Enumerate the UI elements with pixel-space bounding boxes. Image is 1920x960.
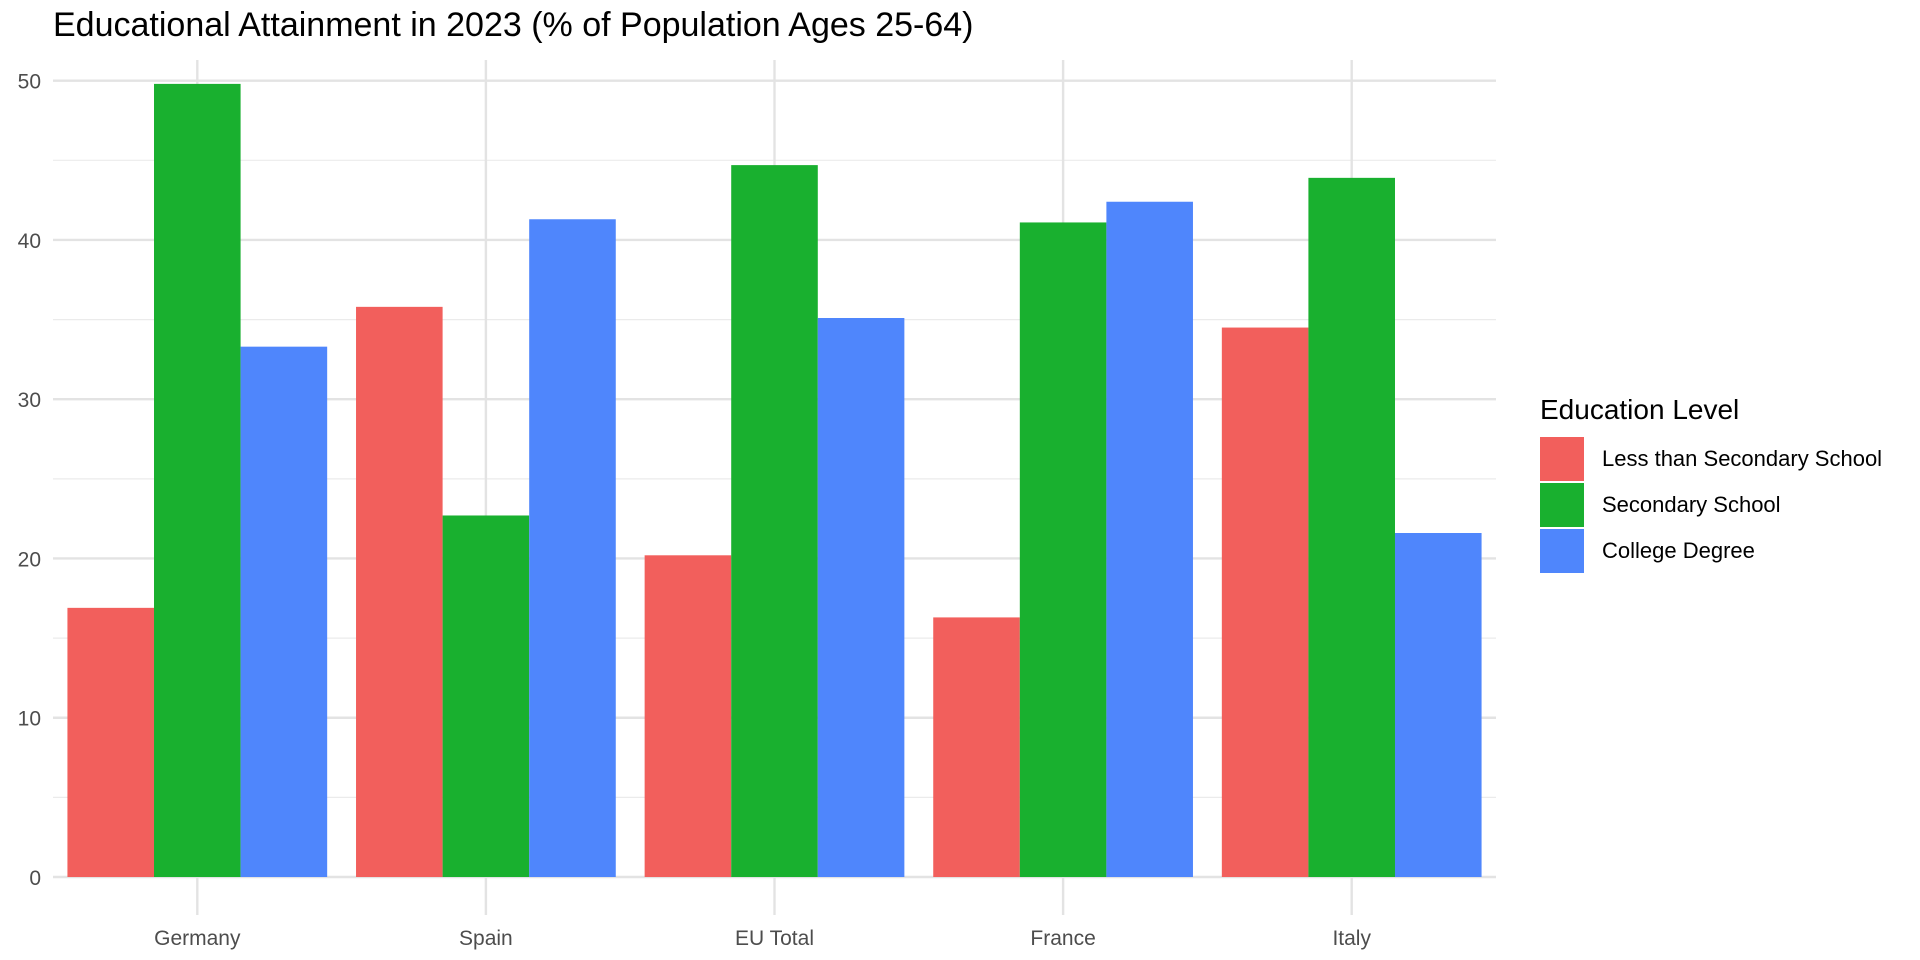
x-tick-label: France — [1030, 927, 1095, 950]
chart-title: Educational Attainment in 2023 (% of Pop… — [53, 6, 974, 44]
bars — [67, 83, 1482, 878]
legend-item: College Degree — [1540, 528, 1882, 574]
y-tick-label: 30 — [18, 389, 41, 412]
legend-label: Secondary School — [1602, 492, 1781, 517]
x-tick-label: Spain — [459, 927, 513, 950]
bar-italy-college-degree — [1394, 533, 1482, 877]
legend-title: Education Level — [1540, 394, 1740, 425]
bar-chart: 0 10 20 30 40 50 Germany Spain EU Total France Ita… — [18, 60, 1496, 950]
bar-france-secondary-school — [1019, 222, 1107, 877]
bar-france-college-degree — [1106, 201, 1193, 878]
bar-italy-secondary-school — [1308, 177, 1395, 877]
y-tick-label: 0 — [29, 867, 41, 890]
legend: Education Level Less than Secondary Scho… — [1540, 394, 1882, 574]
y-tick-label: 10 — [18, 708, 41, 731]
y-tick-label: 50 — [18, 71, 41, 94]
bar-italy-less-than-secondary-school — [1221, 327, 1309, 877]
legend-label: College Degree — [1602, 538, 1755, 563]
legend-swatch — [1540, 483, 1584, 527]
bar-spain-less-than-secondary-school — [356, 306, 443, 878]
bar-eu-total-college-degree — [817, 318, 905, 877]
bar-spain-college-degree — [529, 219, 616, 877]
legend-items: Less than Secondary School Secondary Scho… — [1540, 436, 1882, 574]
legend-item: Less than Secondary School — [1540, 436, 1882, 482]
y-tick-label: 20 — [18, 548, 41, 571]
legend-swatch — [1540, 437, 1584, 481]
bar-spain-secondary-school — [442, 515, 530, 877]
bar-germany-secondary-school — [154, 83, 241, 877]
bar-eu-total-less-than-secondary-school — [644, 555, 732, 877]
bar-eu-total-secondary-school — [731, 165, 818, 878]
x-tick-label: EU Total — [735, 927, 814, 950]
bar-france-less-than-secondary-school — [933, 617, 1020, 877]
y-tick-label: 40 — [18, 230, 41, 253]
legend-swatch — [1540, 529, 1584, 573]
legend-item: Secondary School — [1540, 482, 1882, 528]
bar-germany-college-degree — [240, 346, 328, 878]
legend-label: Less than Secondary School — [1602, 446, 1883, 471]
x-tick-label: Germany — [154, 927, 241, 950]
axis-labels: 0 10 20 30 40 50 Germany Spain EU Total France Ita… — [18, 71, 1372, 950]
x-tick-label: Italy — [1332, 927, 1371, 950]
bar-germany-less-than-secondary-school — [67, 607, 155, 877]
